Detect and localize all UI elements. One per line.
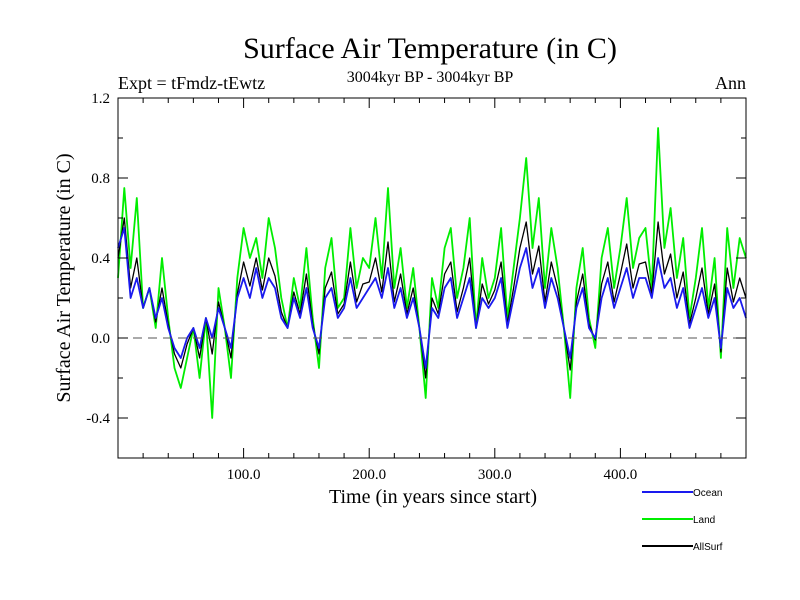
plot-series [117, 127, 747, 419]
series-line-ocean [117, 227, 747, 369]
y-axis-label: Surface Air Temperature (in C) [53, 153, 75, 402]
season-label: Ann [715, 73, 746, 93]
chart-subtitle: 3004kyr BP - 3004kyr BP [347, 69, 514, 86]
plot-frame [117, 97, 747, 459]
axis-tick-labels: 100.0 200.0 300.0 400.0 -0.4 0.0 0.4 0.8 1.2 [86, 91, 637, 483]
x-tick-label: 100.0 [227, 467, 261, 483]
axis-ticks [118, 98, 746, 458]
y-tick-label: -0.4 [86, 411, 110, 427]
x-tick-label: 300.0 [478, 467, 512, 483]
legend-label-land: Land [693, 515, 715, 526]
series-line-land [117, 127, 747, 419]
legend-label-ocean: Ocean [693, 488, 722, 499]
legend-label-allsurf: AllSurf [693, 542, 723, 553]
chart-title: Surface Air Temperature (in C) [243, 32, 617, 65]
experiment-label: Expt = tFmdz-tEwtz [118, 73, 265, 93]
y-tick-label: 1.2 [91, 91, 110, 107]
y-tick-label: 0.8 [91, 171, 110, 187]
legend: Ocean Land AllSurf [642, 488, 723, 553]
y-tick-label: 0.4 [91, 251, 110, 267]
x-axis-label: Time (in years since start) [329, 486, 537, 508]
y-tick-label: 0.0 [91, 331, 110, 347]
x-tick-label: 400.0 [604, 467, 638, 483]
x-tick-label: 200.0 [352, 467, 386, 483]
